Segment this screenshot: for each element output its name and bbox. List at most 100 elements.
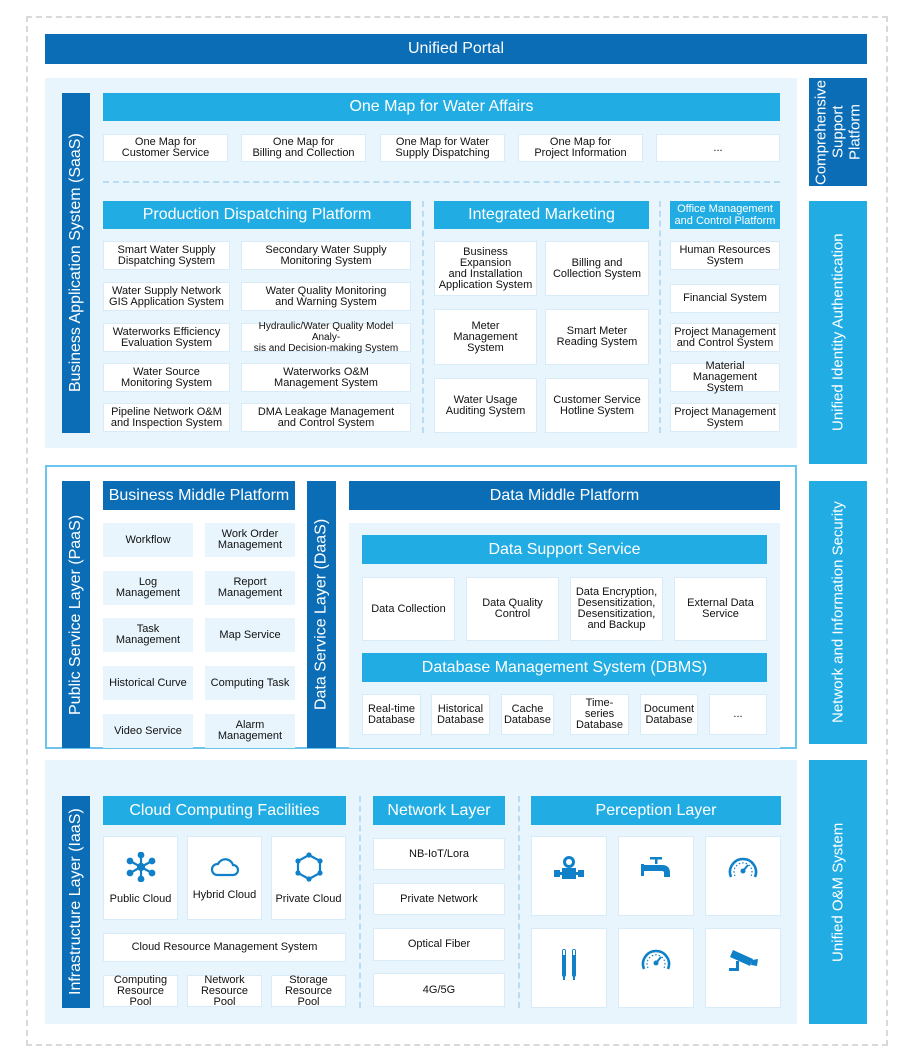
office-system-item: Material Management System — [670, 361, 780, 394]
resource-pool-item: Network Resource Pool — [187, 974, 262, 1007]
dbms-header: Database Management System (DBMS) — [362, 653, 767, 682]
data-support-item: External Data Service — [674, 577, 767, 641]
data-support-item: Data Encryption, Desensitization, Desens… — [570, 577, 663, 641]
business-middle-item: Task Management — [103, 618, 193, 652]
marketing-system-item: Billing and Collection System — [545, 241, 649, 296]
production-system-item: Smart Water Supply Dispatching System — [103, 241, 230, 270]
database-item: Time-series Database — [570, 694, 629, 735]
office-system-item: Project Management and Control System — [670, 323, 780, 352]
cloud-type-item: Private Cloud — [271, 836, 346, 920]
water-meter-icon — [553, 855, 585, 881]
marketing-system-item: Smart Meter Reading System — [545, 309, 649, 365]
faucet-icon — [640, 855, 672, 881]
office-management-header: Office Management and Control Platform — [670, 201, 780, 229]
business-middle-item: Alarm Management — [205, 714, 295, 748]
network-item: NB-IoT/Lora — [373, 838, 505, 870]
cloud-type-item: Hybrid Cloud — [187, 836, 262, 920]
business-middle-item: Report Management — [205, 571, 295, 605]
marketing-system-item: Customer Service Hotline System — [545, 378, 649, 433]
divider — [518, 796, 520, 1008]
business-middle-item: Work Order Management — [205, 523, 295, 557]
production-system-item: Water Source Monitoring System — [103, 363, 230, 392]
one-map-item: One Map for Customer Service — [103, 134, 228, 162]
business-middle-item: Computing Task — [205, 666, 295, 700]
network-item: 4G/5G — [373, 973, 505, 1007]
perception-device-item — [705, 928, 781, 1008]
database-item: Historical Database — [431, 694, 490, 735]
production-system-item: DMA Leakage Management and Control Syste… — [241, 403, 411, 432]
daas-layer-label: Data Service Layer (DaaS) — [307, 481, 336, 748]
perception-device-item — [618, 836, 694, 916]
one-map-header: One Map for Water Affairs — [103, 93, 780, 121]
marketing-system-item: Business Expansion and Installation Appl… — [434, 241, 537, 296]
cctv-camera-icon — [727, 947, 759, 975]
office-system-item: Financial System — [670, 284, 780, 313]
cloud-type-item: Public Cloud — [103, 836, 178, 920]
cloud-icon — [210, 856, 240, 878]
database-item: Real-time Database — [362, 694, 421, 735]
one-map-item: One Map for Project Information — [518, 134, 643, 162]
network-information-security: Network and Information Security — [809, 481, 867, 744]
marketing-system-item: Water Usage Auditing System — [434, 378, 537, 433]
one-map-item: One Map for Water Supply Dispatching — [380, 134, 505, 162]
marketing-system-item: Meter Management System — [434, 309, 537, 365]
database-item: Document Database — [640, 694, 698, 735]
production-system-item: Hydraulic/Water Quality Model Analy- sis… — [241, 321, 411, 354]
hexagon-nodes-icon — [294, 851, 323, 882]
network-hub-icon — [126, 851, 156, 882]
gauge-icon — [727, 855, 759, 881]
production-system-item: Waterworks Efficiency Evaluation System — [103, 323, 230, 352]
data-support-item: Data Collection — [362, 577, 455, 641]
cloud-computing-header: Cloud Computing Facilities — [103, 796, 346, 825]
unified-om-system: Unified O&M System — [809, 760, 867, 1024]
comprehensive-support-platform: Comprehensive Support Platform — [809, 78, 867, 186]
saas-label-text: Business Application System (SaaS) — [67, 133, 84, 393]
business-middle-item: Map Service — [205, 618, 295, 652]
one-map-item: One Map for Billing and Collection — [241, 134, 366, 162]
office-system-item: Human Resources System — [670, 241, 780, 270]
data-middle-platform-header: Data Middle Platform — [349, 481, 780, 510]
business-middle-item: Video Service — [103, 714, 193, 748]
pressure-gauge-icon — [640, 947, 672, 973]
production-system-item: Pipeline Network O&M and Inspection Syst… — [103, 403, 230, 432]
office-system-item: Project Management System — [670, 403, 780, 432]
resource-pool-item: Computing Resource Pool — [103, 974, 178, 1007]
divider — [422, 201, 424, 433]
business-middle-item: Historical Curve — [103, 666, 193, 700]
cloud-resource-management-box: Cloud Resource Management System — [103, 933, 346, 962]
production-system-item: Waterworks O&M Management System — [241, 363, 411, 392]
perception-device-item — [705, 836, 781, 916]
database-item: ... — [709, 694, 767, 735]
icon-label: Public Cloud — [109, 892, 172, 905]
production-system-item: Secondary Water Supply Monitoring System — [241, 241, 411, 270]
divider — [659, 201, 661, 433]
divider — [359, 796, 361, 1008]
icon-label: Hybrid Cloud — [192, 888, 257, 901]
business-middle-platform-header: Business Middle Platform — [103, 481, 295, 510]
production-system-item: Water Supply Network GIS Application Sys… — [103, 282, 230, 311]
perception-device-item — [531, 928, 607, 1008]
data-support-item: Data Quality Control — [466, 577, 559, 641]
paas-label-text: Public Service Layer (PaaS) — [67, 514, 84, 715]
paas-layer-label: Public Service Layer (PaaS) — [62, 481, 90, 748]
iaas-label-text: Infrastructure Layer (IaaS) — [67, 808, 84, 996]
divider — [103, 181, 780, 183]
resource-pool-item: Storage Resource Pool — [271, 974, 346, 1007]
production-dispatching-header: Production Dispatching Platform — [103, 201, 411, 229]
icon-label: Private Cloud — [275, 892, 342, 905]
thermometer-probes-icon — [557, 947, 581, 981]
unified-identity-authentication: Unified Identity Authentication — [809, 201, 867, 464]
business-middle-item: Workflow — [103, 523, 193, 557]
perception-device-item — [618, 928, 694, 1008]
diagram-frame — [26, 16, 888, 1046]
iaas-layer-label: Infrastructure Layer (IaaS) — [62, 796, 90, 1008]
business-middle-item: Log Management — [103, 571, 193, 605]
network-item: Private Network — [373, 883, 505, 915]
network-item: Optical Fiber — [373, 928, 505, 961]
daas-label-text: Data Service Layer (DaaS) — [312, 518, 330, 711]
one-map-item: ... — [656, 134, 780, 162]
perception-layer-header: Perception Layer — [531, 796, 781, 825]
saas-layer-label: Business Application System (SaaS) — [62, 93, 90, 433]
database-item: Cache Database — [501, 694, 554, 735]
data-support-service-header: Data Support Service — [362, 535, 767, 564]
